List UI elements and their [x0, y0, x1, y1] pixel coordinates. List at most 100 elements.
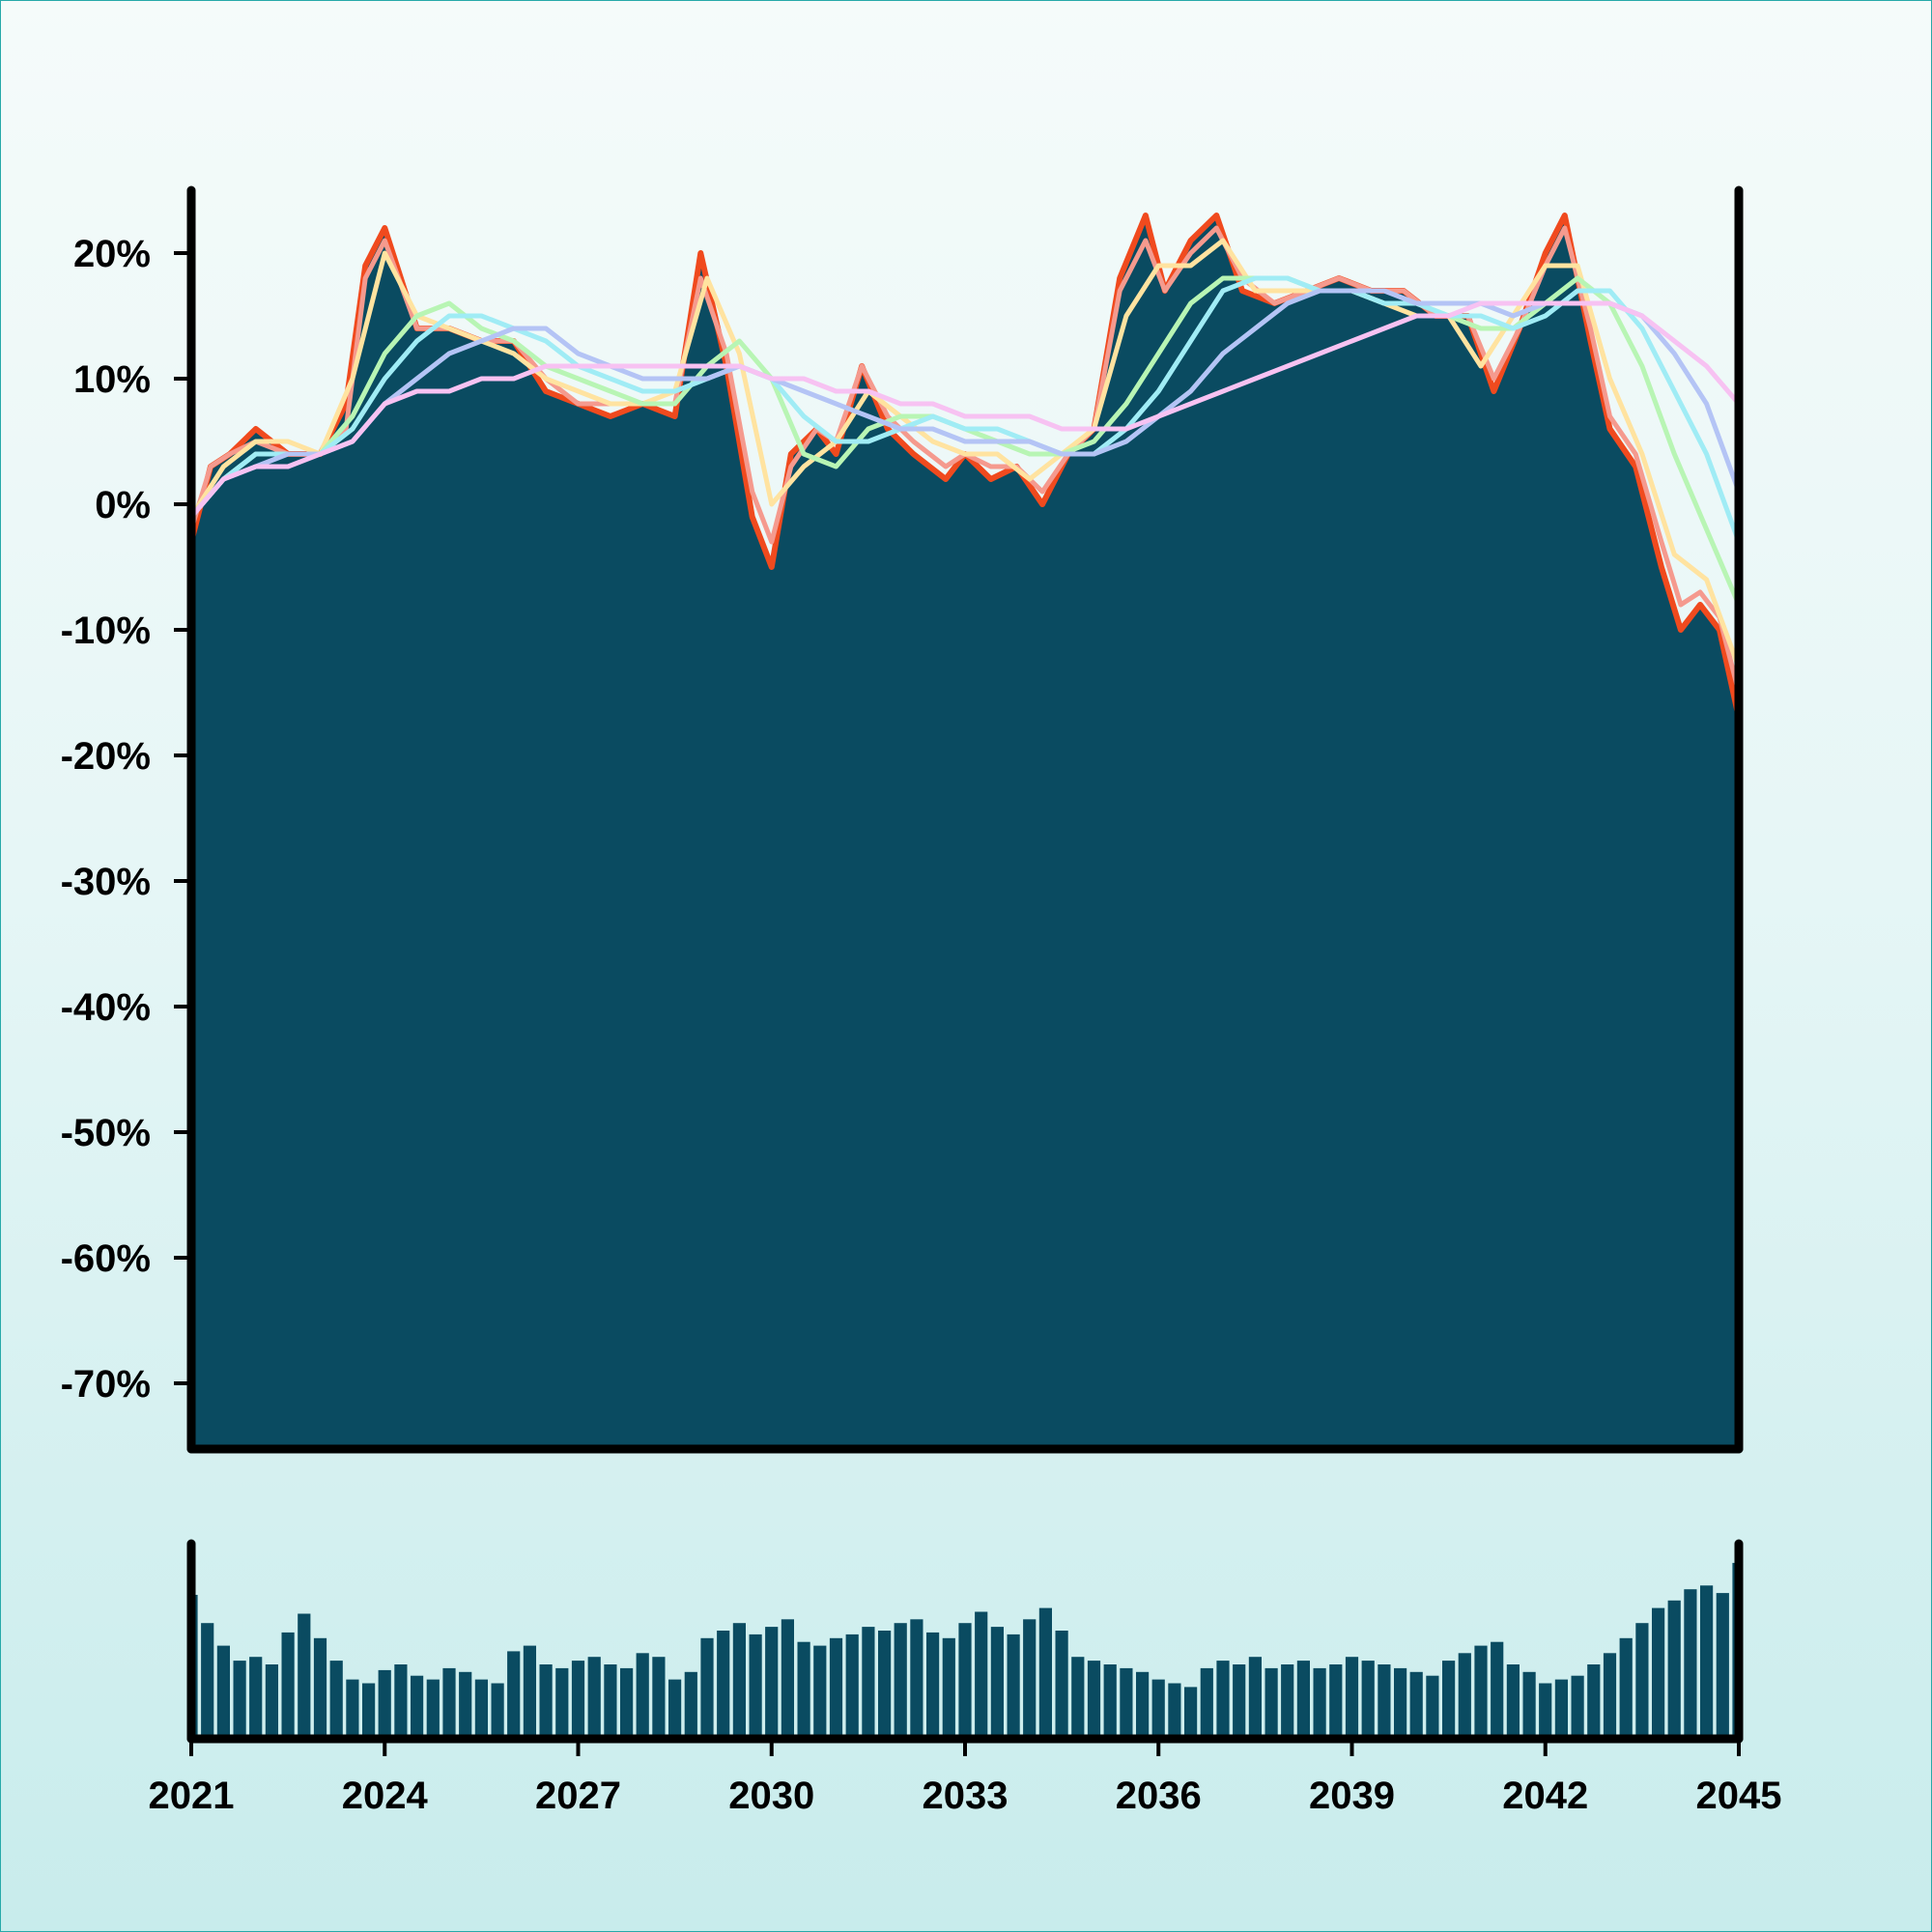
volume-bar [394, 1664, 408, 1736]
x-tick-label: 2027 [535, 1775, 621, 1817]
series-line-5 [191, 275, 1739, 545]
x-tick-label: 2030 [728, 1775, 814, 1817]
volume-bar [862, 1627, 875, 1736]
volume-bar [329, 1661, 343, 1736]
volume-bar [813, 1645, 827, 1736]
volume-bar [555, 1667, 569, 1736]
volume-bar [1474, 1645, 1488, 1736]
volume-bar [523, 1645, 536, 1736]
volume-bar [346, 1679, 359, 1736]
volume-bar [571, 1661, 585, 1736]
volume-bar [636, 1653, 649, 1736]
volume-bar [604, 1664, 617, 1736]
volume-bar [975, 1611, 988, 1736]
x-tick-label: 2036 [1116, 1775, 1202, 1817]
volume-bar [426, 1679, 440, 1736]
volume-bar [474, 1679, 488, 1736]
volume-bar [668, 1679, 682, 1736]
volume-bar [1571, 1675, 1584, 1736]
volume-bar [620, 1667, 634, 1736]
series-lines [191, 213, 1739, 721]
volume-panel: 2021 2024 2027 2030 2033 2036 2039 2042 2045 [149, 1539, 1782, 1817]
y-tick-label: -60% [61, 1237, 151, 1280]
y-tick-label: -70% [61, 1363, 151, 1406]
volume-bar [1168, 1683, 1181, 1736]
y-tick-label: -10% [61, 610, 151, 652]
volume-bar [1313, 1667, 1326, 1736]
volume-bar [201, 1623, 214, 1736]
volume-bar [1120, 1667, 1133, 1736]
volume-bar [1329, 1664, 1343, 1736]
volume-bar [1248, 1657, 1262, 1736]
volume-bar [1264, 1667, 1278, 1736]
volume-bar [265, 1664, 278, 1736]
volume-bar [1506, 1664, 1520, 1736]
volume-bar [652, 1657, 666, 1736]
volume-bar [942, 1637, 955, 1736]
volume-bar [1136, 1671, 1150, 1736]
volume-bar [878, 1631, 892, 1736]
volume-bar [1684, 1589, 1697, 1736]
volume-bar [1055, 1631, 1068, 1736]
y-axis-ticks: 20% 10% 0% -10% -20% -30% -40% -50% -60% -70% [61, 233, 191, 1406]
volume-bar [717, 1631, 730, 1736]
volume-bar [781, 1619, 794, 1736]
volume-bar [442, 1667, 456, 1736]
volume-bar [732, 1623, 746, 1736]
volume-bar [1361, 1661, 1375, 1736]
volume-bar [1233, 1664, 1246, 1736]
x-tick-label: 2042 [1502, 1775, 1588, 1817]
series-line-7 [191, 300, 1739, 520]
volume-bar [281, 1632, 295, 1736]
x-axis-ticks: 2021 2024 2027 2030 2033 2036 2039 2042 2045 [149, 1739, 1782, 1817]
volume-bar [894, 1623, 907, 1736]
volume-bar [539, 1664, 553, 1736]
volume-bar [1458, 1653, 1471, 1736]
volume-bar [1539, 1683, 1552, 1736]
volume-bar [1522, 1671, 1536, 1736]
x-tick-label: 2033 [923, 1775, 1009, 1817]
volume-bar [1345, 1657, 1359, 1736]
x-tick-label: 2045 [1696, 1775, 1782, 1817]
y-tick-label: 10% [73, 358, 151, 401]
volume-bar [1038, 1607, 1052, 1736]
volume-bar [1103, 1664, 1117, 1736]
volume-bar [926, 1632, 940, 1736]
x-tick-label: 2021 [149, 1775, 235, 1817]
volume-bar [1216, 1661, 1230, 1736]
volume-bar [1426, 1675, 1439, 1736]
volume-bar [1296, 1661, 1310, 1736]
volume-bar [829, 1637, 843, 1736]
volume-bar [1281, 1664, 1294, 1736]
volume-bar [459, 1671, 472, 1736]
volume-bar [1087, 1661, 1101, 1736]
volume-bar [797, 1641, 810, 1736]
y-tick-label: -30% [61, 861, 151, 903]
y-tick-label: -50% [61, 1112, 151, 1154]
volume-bar [1071, 1657, 1085, 1736]
volume-bar [411, 1675, 424, 1736]
volume-bar [1619, 1637, 1633, 1736]
volume-bar [845, 1634, 859, 1736]
volume-bar [1603, 1653, 1617, 1736]
volume-bar [990, 1627, 1004, 1736]
volume-bar [378, 1669, 391, 1736]
y-tick-label: 0% [95, 484, 151, 526]
volume-bar [1635, 1623, 1649, 1736]
volume-bar [507, 1651, 521, 1736]
volume-bars [191, 1562, 1739, 1736]
volume-bar [958, 1623, 972, 1736]
y-tick-label: -40% [61, 986, 151, 1029]
main-plot-panel: 20% 10% 0% -10% -20% -30% -40% -50% -60% -70% [61, 185, 1744, 1454]
volume-bar [1151, 1679, 1165, 1736]
volume-bar [684, 1671, 697, 1736]
volume-bar [216, 1645, 230, 1736]
volume-bar [313, 1637, 327, 1736]
volume-bar [233, 1661, 246, 1736]
volume-bar [1554, 1679, 1568, 1736]
volume-bar [1716, 1593, 1729, 1736]
volume-bar [1700, 1585, 1714, 1736]
volume-bar [1378, 1664, 1391, 1736]
y-tick-label: 20% [73, 233, 151, 275]
